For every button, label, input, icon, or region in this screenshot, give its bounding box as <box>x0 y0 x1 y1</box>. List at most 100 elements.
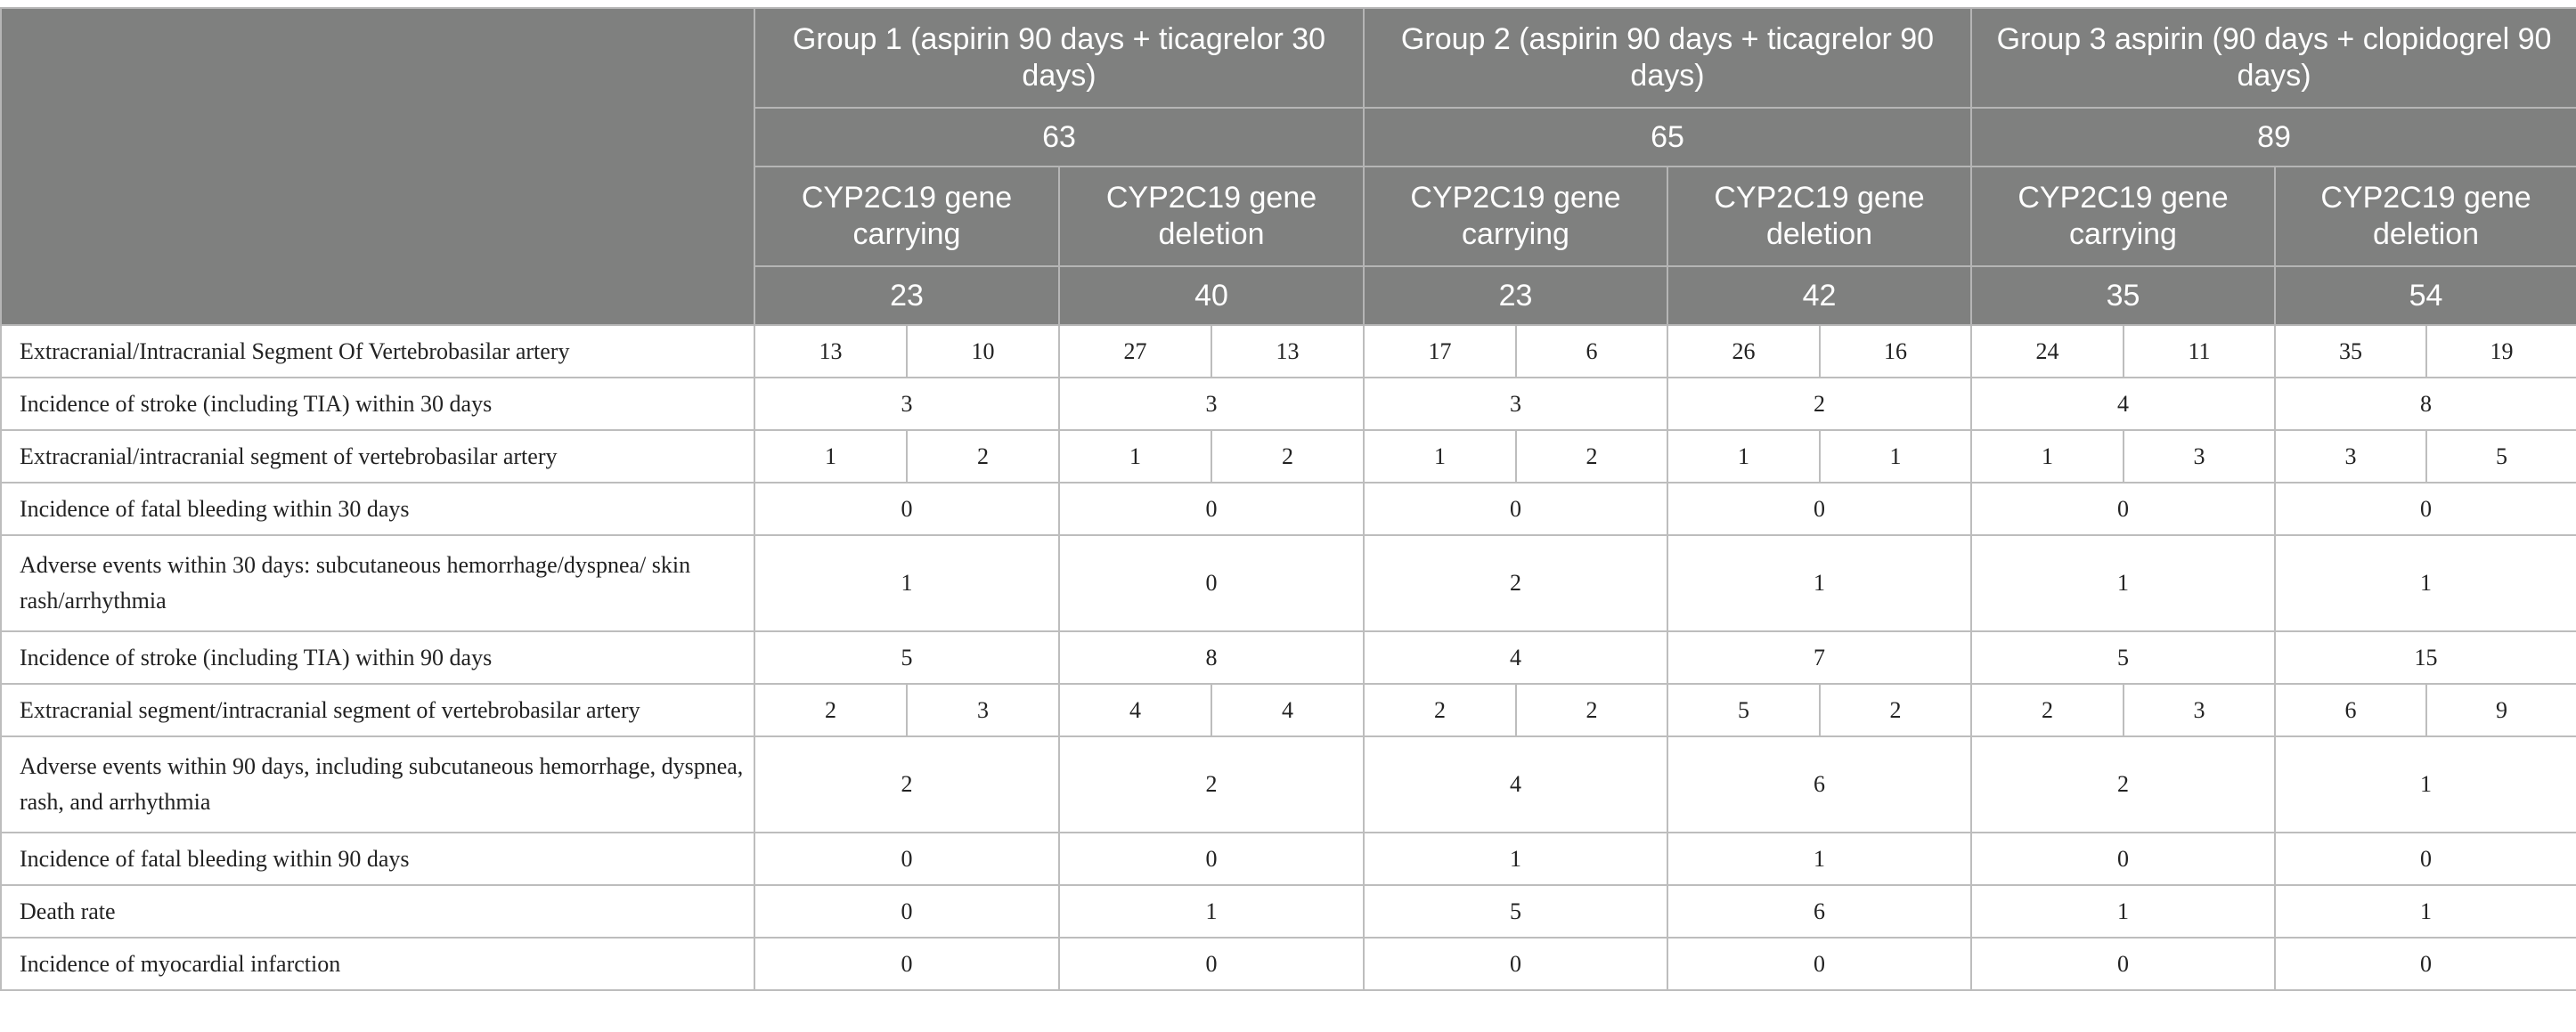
row-value-cell: 2 <box>1515 683 1668 737</box>
row-value-cell: 5 <box>754 630 1060 685</box>
row-value-cell: 4 <box>1970 377 2276 431</box>
row-value-cell: 8 <box>1058 630 1365 685</box>
row-value-cell: 24 <box>1970 324 2124 378</box>
row-value-cell: 0 <box>754 832 1060 886</box>
row-value-cell: 1 <box>1667 429 1821 483</box>
row-value-cell: 1 <box>754 534 1060 632</box>
table-row: Death rate 0 1 5 6 1 1 <box>0 884 2576 939</box>
row-label: Extracranial/Intracranial Segment Of Ver… <box>0 324 755 378</box>
row-value-cell: 2 <box>1058 735 1365 833</box>
row-value-cell: 0 <box>754 884 1060 939</box>
group-2-deletion-header: CYP2C19 gene deletion <box>1667 166 1972 267</box>
group-2-n: 65 <box>1363 107 1972 167</box>
row-value-cell: 0 <box>1667 937 1972 991</box>
row-value-cell: 6 <box>1667 735 1972 833</box>
row-value-cell: 13 <box>754 324 908 378</box>
row-value-cell: 1 <box>1058 884 1365 939</box>
group-1-deletion-header: CYP2C19 gene deletion <box>1058 166 1365 267</box>
row-value-cell: 0 <box>1970 832 2276 886</box>
header-corner <box>0 7 755 326</box>
group-1-n: 63 <box>754 107 1365 167</box>
row-value-cell: 1 <box>1667 534 1972 632</box>
row-value-cell: 2 <box>1515 429 1668 483</box>
row-value-cell: 2 <box>754 735 1060 833</box>
row-value-cell: 0 <box>1058 482 1365 536</box>
row-value-cell: 1 <box>1970 534 2276 632</box>
group-2-header: Group 2 (aspirin 90 days + ticagrelor 90… <box>1363 7 1972 109</box>
table-body: Extracranial/Intracranial Segment Of Ver… <box>0 324 2576 991</box>
group-3-deletion-header: CYP2C19 gene deletion <box>2273 166 2576 267</box>
row-value-cell: 1 <box>1970 884 2276 939</box>
row-label: Extracranial/intracranial segment of ver… <box>0 429 755 483</box>
row-value-cell: 6 <box>1515 324 1668 378</box>
row-label: Adverse events within 90 days, including… <box>0 735 755 833</box>
table-header: Group 1 (aspirin 90 days + ticagrelor 30… <box>0 7 2576 326</box>
row-label: Incidence of stroke (including TIA) with… <box>0 630 755 685</box>
row-value-cell: 1 <box>2273 534 2576 632</box>
row-value-cell: 0 <box>2273 832 2576 886</box>
row-value-cell: 3 <box>2274 429 2427 483</box>
row-value-cell: 2 <box>906 429 1060 483</box>
row-value-cell: 1 <box>1058 429 1212 483</box>
group-1-deletion-n: 40 <box>1058 265 1365 326</box>
row-value-cell: 1 <box>754 429 908 483</box>
row-value-cell: 3 <box>1363 377 1668 431</box>
row-value-cell: 1 <box>1667 832 1972 886</box>
group-2-deletion-n: 42 <box>1667 265 1972 326</box>
row-value-cell: 35 <box>2274 324 2427 378</box>
group-3-n: 89 <box>1969 107 2576 167</box>
row-value-cell: 0 <box>2273 482 2576 536</box>
row-value-cell: 5 <box>2425 429 2576 483</box>
group-1-carrying-header: CYP2C19 gene carrying <box>754 166 1060 267</box>
table-row: Adverse events within 90 days, including… <box>0 735 2576 833</box>
group-3-deletion-n: 54 <box>2273 265 2576 326</box>
results-table: Group 1 (aspirin 90 days + ticagrelor 30… <box>0 7 2576 991</box>
row-value-cell: 0 <box>1363 482 1668 536</box>
table-row: Extracranial/intracranial segment of ver… <box>0 429 2576 483</box>
row-value-cell: 0 <box>1970 937 2276 991</box>
row-value-cell: 6 <box>2274 683 2427 737</box>
row-value-cell: 4 <box>1363 630 1668 685</box>
row-value-cell: 1 <box>1970 429 2124 483</box>
row-value-cell: 1 <box>1819 429 1972 483</box>
row-value-cell: 7 <box>1667 630 1972 685</box>
group-2-carrying-n: 23 <box>1363 265 1668 326</box>
row-value-cell: 0 <box>754 482 1060 536</box>
row-value-cell: 4 <box>1058 683 1212 737</box>
row-value-cell: 0 <box>1058 832 1365 886</box>
row-value-cell: 8 <box>2273 377 2576 431</box>
row-value-cell: 3 <box>2123 429 2276 483</box>
row-value-cell: 0 <box>1058 937 1365 991</box>
row-value-cell: 5 <box>1970 630 2276 685</box>
row-value-cell: 9 <box>2425 683 2576 737</box>
table-row: Extracranial segment/intracranial segmen… <box>0 683 2576 737</box>
group-1-carrying-n: 23 <box>754 265 1060 326</box>
row-value-cell: 19 <box>2425 324 2576 378</box>
row-label: Incidence of fatal bleeding within 30 da… <box>0 482 755 536</box>
row-value-cell: 5 <box>1363 884 1668 939</box>
row-value-cell: 2 <box>754 683 908 737</box>
row-value-cell: 3 <box>906 683 1060 737</box>
row-value-cell: 2 <box>1211 429 1365 483</box>
table-row: Incidence of myocardial infarction 0 0 0 0 0 0 <box>0 937 2576 991</box>
row-value-cell: 0 <box>2273 937 2576 991</box>
group-3-carrying-header: CYP2C19 gene carrying <box>1970 166 2276 267</box>
row-value-cell: 0 <box>754 937 1060 991</box>
table-row: Incidence of stroke (including TIA) with… <box>0 630 2576 685</box>
row-value-cell: 16 <box>1819 324 1972 378</box>
row-label: Incidence of stroke (including TIA) with… <box>0 377 755 431</box>
table-row: Incidence of fatal bleeding within 90 da… <box>0 832 2576 886</box>
row-value-cell: 0 <box>1058 534 1365 632</box>
table-row: Adverse events within 30 days: subcutane… <box>0 534 2576 632</box>
row-value-cell: 13 <box>1211 324 1365 378</box>
row-value-cell: 4 <box>1211 683 1365 737</box>
row-label: Adverse events within 30 days: subcutane… <box>0 534 755 632</box>
row-value-cell: 2 <box>1363 534 1668 632</box>
row-value-cell: 1 <box>2273 735 2576 833</box>
row-value-cell: 2 <box>1970 683 2124 737</box>
row-value-cell: 27 <box>1058 324 1212 378</box>
row-value-cell: 4 <box>1363 735 1668 833</box>
table-row: Extracranial/Intracranial Segment Of Ver… <box>0 324 2576 378</box>
row-value-cell: 1 <box>1363 832 1668 886</box>
row-label: Incidence of myocardial infarction <box>0 937 755 991</box>
